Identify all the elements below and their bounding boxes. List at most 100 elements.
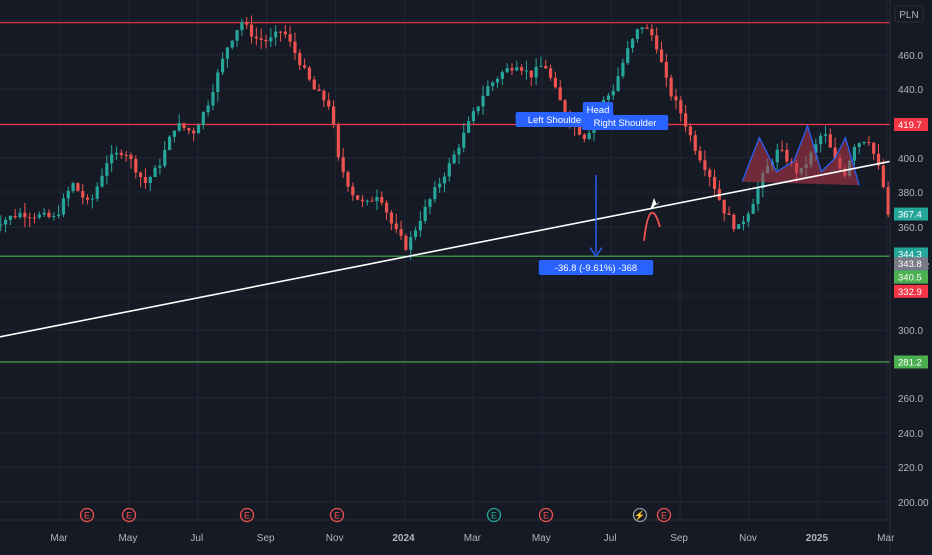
candle-body — [712, 176, 717, 189]
measurement-arrow-head — [589, 247, 603, 258]
candle-body — [679, 100, 683, 114]
left-shoulder-label-text: Left Shoulder — [528, 115, 585, 126]
dividend-icon[interactable] — [632, 507, 648, 523]
candle-body — [322, 90, 326, 101]
candle-body — [515, 67, 519, 71]
candle-body — [630, 38, 635, 49]
candle-body — [95, 186, 99, 199]
earnings-icon[interactable] — [79, 507, 95, 523]
candle-body — [298, 52, 302, 66]
price-badge-text: 419.7 — [898, 120, 922, 131]
candle-body — [669, 77, 673, 97]
event-marker-text: E — [661, 511, 667, 521]
candle-body — [491, 82, 495, 87]
event-markers: E E E E E E ⚡ E — [79, 507, 672, 523]
candle-body — [380, 197, 384, 203]
candle-body — [413, 230, 418, 238]
candle-body — [616, 76, 620, 91]
candle-body — [862, 142, 866, 144]
earnings-icon[interactable] — [656, 507, 672, 523]
currency-label: PLN — [899, 10, 918, 21]
candle-body — [688, 126, 693, 136]
candle-body — [57, 214, 61, 216]
candle-body — [505, 68, 509, 73]
candle-body — [404, 235, 408, 250]
candle-body — [163, 149, 167, 166]
candle-body — [886, 187, 890, 215]
candle-body — [553, 77, 557, 88]
price-badge-text: 340.5 — [898, 273, 922, 284]
candle-body — [76, 183, 80, 191]
candle-body — [375, 197, 379, 202]
candle-body — [684, 113, 688, 127]
candle-body — [693, 135, 697, 151]
currency-badge[interactable] — [894, 5, 924, 23]
candle-body — [249, 24, 254, 37]
candle-body — [500, 72, 504, 79]
candle-body — [100, 175, 104, 187]
candle-body — [274, 31, 278, 38]
candle-body — [365, 200, 369, 202]
candle-body — [650, 28, 654, 36]
price-badge — [894, 270, 928, 284]
earnings-icon[interactable] — [239, 507, 255, 523]
candle-body — [438, 183, 442, 188]
earnings-icon[interactable] — [486, 507, 502, 523]
time-tick: Sep — [670, 533, 688, 544]
candle-body — [698, 150, 702, 161]
candle-body — [819, 135, 823, 145]
trendline[interactable] — [0, 160, 891, 338]
candle-body — [775, 149, 779, 163]
earnings-icon[interactable] — [121, 507, 137, 523]
candle-body — [0, 224, 3, 226]
ascending-trendline[interactable] — [0, 160, 891, 338]
candle-body — [857, 143, 861, 147]
head-label — [582, 102, 614, 117]
candle-body — [66, 190, 70, 199]
candle-body — [42, 212, 46, 215]
right-shoulder-label — [581, 115, 669, 130]
candle-body — [346, 172, 350, 187]
candle-body — [621, 62, 625, 77]
earnings-icon[interactable] — [538, 507, 554, 523]
candle-body — [428, 199, 432, 207]
candle-body — [18, 212, 22, 218]
candle-body — [659, 49, 664, 62]
earnings-icon[interactable] — [329, 507, 345, 523]
time-tick: Mar — [50, 533, 68, 544]
candle-body — [182, 123, 186, 129]
candle-body — [307, 67, 312, 80]
time-tick: May — [118, 533, 137, 544]
candle-body — [442, 176, 447, 184]
candle-body — [235, 30, 239, 41]
candle-body — [370, 200, 374, 202]
candle-body — [544, 65, 548, 69]
candle-body — [331, 106, 336, 125]
candle-body — [312, 79, 316, 90]
candle-body — [240, 22, 244, 31]
candle-body — [201, 112, 205, 126]
time-tick: 2025 — [806, 533, 829, 544]
price-badge-text: 332.9 — [898, 287, 922, 298]
candle-body — [447, 163, 451, 177]
candle-body — [13, 215, 17, 218]
candle-body — [626, 48, 630, 63]
event-marker-text: E — [244, 511, 250, 521]
candle-body — [8, 215, 12, 220]
time-axis: Mar May Jul Sep Nov 2024 Mar May Jul Sep Nov 2025 Ma… — [0, 519, 895, 544]
candle-body — [611, 90, 615, 96]
candle-body — [177, 123, 181, 131]
candle-body — [727, 213, 731, 215]
candle-body — [211, 91, 215, 106]
candle-body — [823, 134, 828, 136]
candle-body — [558, 87, 562, 101]
price-tick: 240.0 — [898, 429, 923, 440]
candle-body — [582, 134, 586, 139]
candle-body — [278, 31, 283, 33]
grid — [0, 0, 890, 520]
candle-body — [356, 195, 360, 200]
candle-body — [751, 203, 755, 214]
